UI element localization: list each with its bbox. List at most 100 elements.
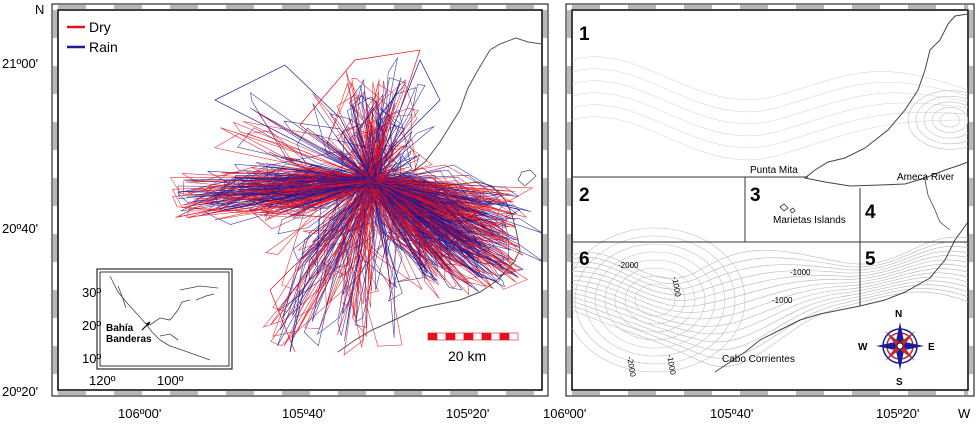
x-tick-left-106-00: 106º00' bbox=[118, 406, 161, 421]
boat-track bbox=[370, 177, 464, 231]
contour-label-6: -2000 bbox=[625, 356, 638, 378]
boat-track bbox=[361, 177, 455, 217]
boat-track bbox=[354, 175, 374, 328]
marietas-islands bbox=[779, 203, 796, 214]
right-frame-tick-top bbox=[628, 5, 656, 9]
left-frame-inner-border bbox=[57, 9, 543, 391]
boat-track bbox=[353, 180, 382, 318]
scale-bar-segment bbox=[463, 332, 474, 341]
depth-contour bbox=[572, 276, 968, 335]
boat-track bbox=[377, 181, 438, 281]
depth-contour-loop-east bbox=[915, 95, 968, 145]
boat-track bbox=[366, 83, 394, 181]
boat-track bbox=[302, 183, 379, 235]
boat-track bbox=[370, 114, 413, 184]
depth-contour bbox=[572, 255, 968, 301]
boat-track bbox=[316, 177, 368, 336]
zone-2: 2 bbox=[579, 185, 590, 206]
boat-track bbox=[365, 126, 435, 182]
right-frame-tick-bottom bbox=[740, 391, 768, 395]
depth-contour-loop-east bbox=[931, 107, 968, 133]
scale-bar-segment bbox=[508, 332, 519, 341]
boat-track bbox=[340, 176, 368, 307]
left-frame-tick-top bbox=[506, 5, 534, 9]
boat-track bbox=[232, 121, 379, 185]
right-frame-tick-right bbox=[969, 234, 973, 262]
compass-s: S bbox=[896, 377, 903, 388]
left-frame-tick-left bbox=[53, 122, 57, 150]
y-tick-20-20: 20º20' bbox=[2, 384, 38, 399]
place-ameca-river: Ameca River bbox=[897, 172, 955, 183]
right-map-panel: 1 2 3 4 5 6 Punta Mita Ameca River Marie… bbox=[565, 3, 975, 397]
right-frame-tick-top bbox=[740, 5, 768, 9]
scale-bar-segment bbox=[445, 332, 456, 341]
left-frame-tick-top bbox=[338, 5, 366, 9]
left-frame-tick-top bbox=[394, 5, 422, 9]
boat-track bbox=[178, 176, 373, 218]
shelf-contour bbox=[572, 116, 968, 161]
boat-track bbox=[368, 179, 461, 250]
boat-track bbox=[365, 177, 542, 262]
left-frame-tick-right bbox=[543, 122, 547, 150]
boat-track bbox=[213, 175, 367, 210]
boat-track bbox=[342, 179, 376, 260]
depth-contour bbox=[572, 241, 968, 285]
boat-track bbox=[289, 179, 373, 353]
boat-track bbox=[365, 79, 407, 181]
right-frame-tick-bottom bbox=[796, 391, 824, 395]
contour-label-1: -1000 bbox=[790, 268, 811, 277]
left-frame-tick-top bbox=[282, 5, 310, 9]
depth-contour-loop bbox=[574, 235, 736, 365]
legend-rain-label: Rain bbox=[89, 39, 118, 55]
right-frame-tick-top bbox=[852, 5, 880, 9]
boat-track bbox=[351, 77, 390, 183]
boat-track bbox=[350, 104, 370, 179]
shelf-contour bbox=[572, 68, 968, 113]
boat-track bbox=[252, 179, 376, 196]
right-frame-outer-border bbox=[565, 3, 975, 397]
boat-track bbox=[181, 163, 377, 184]
right-map-frame bbox=[565, 3, 975, 397]
boat-track bbox=[242, 121, 375, 181]
inset-label-bahia: Bahía bbox=[106, 323, 134, 334]
ameca-river bbox=[924, 179, 951, 231]
boat-track bbox=[299, 49, 421, 181]
inset-coastline bbox=[109, 275, 219, 361]
boat-track bbox=[304, 176, 373, 330]
inset-label-banderas: Banderas bbox=[106, 334, 152, 345]
boat-track bbox=[361, 166, 406, 179]
scale-bar-segment bbox=[481, 332, 492, 341]
boat-track bbox=[377, 183, 428, 273]
boat-track bbox=[352, 94, 394, 181]
left-frame-tick-top bbox=[114, 5, 142, 9]
boat-track bbox=[191, 180, 380, 196]
legend: Dry Rain bbox=[67, 19, 118, 55]
x-tick-right-105-40: 105º40' bbox=[710, 406, 753, 421]
legend-dry-label: Dry bbox=[89, 19, 111, 35]
boat-track bbox=[235, 180, 383, 212]
depth-contour bbox=[572, 268, 968, 320]
right-frame-tick-right bbox=[969, 290, 973, 318]
left-frame-tick-right bbox=[543, 290, 547, 318]
boat-track bbox=[185, 179, 374, 218]
contour-label-5: -2000 bbox=[618, 261, 639, 270]
depth-contour-loop bbox=[614, 267, 696, 333]
boat-track bbox=[369, 84, 417, 182]
shelf-contour bbox=[572, 56, 968, 101]
inset-map: 30º 20º 10º 120º 100º Bahía Banderas bbox=[82, 268, 233, 388]
boat-track bbox=[377, 149, 412, 185]
right-frame-tick-bottom bbox=[628, 391, 656, 395]
zone-5: 5 bbox=[865, 249, 876, 270]
boat-track bbox=[334, 176, 367, 268]
boat-track bbox=[269, 179, 373, 353]
boat-track bbox=[371, 57, 398, 181]
scale-bar-segment bbox=[472, 332, 483, 341]
boat-track bbox=[373, 146, 405, 185]
right-frame-tick-top bbox=[796, 5, 824, 9]
depth-contour-loop bbox=[604, 259, 706, 341]
left-frame-tick-left bbox=[53, 66, 57, 94]
boat-track bbox=[345, 177, 401, 241]
scale-bar-segment bbox=[454, 332, 465, 341]
boat-track bbox=[346, 96, 396, 182]
